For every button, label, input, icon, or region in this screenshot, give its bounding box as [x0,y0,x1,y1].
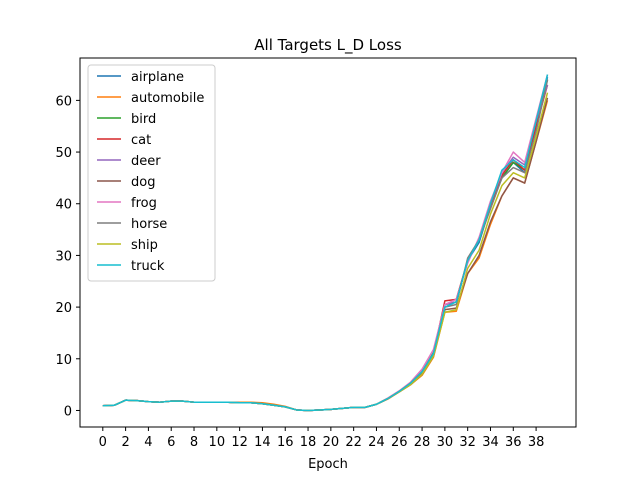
series-line-truck [102,74,549,412]
legend: airplane automobile bird cat deer dog frog hors… [87,64,216,282]
x-tick-label: 28 [414,435,431,450]
legend-label-frog: frog [131,196,157,211]
y-axis-ticks: 0 10 20 30 40 50 60 [55,94,80,419]
legend-label-ship: ship [131,238,158,253]
x-tick-label: 2 [121,435,129,450]
series-lines [102,74,549,412]
x-tick-label: 6 [167,435,175,450]
legend-label-cat: cat [131,133,151,148]
x-axis-label: Epoch [308,457,348,472]
x-tick-label: 38 [528,435,545,450]
x-tick-label: 36 [505,435,522,450]
legend-label-dog: dog [131,175,155,190]
x-tick-label: 16 [277,435,294,450]
legend-label-airplane: airplane [131,70,184,85]
y-tick-label: 50 [55,146,72,161]
x-tick-label: 24 [368,435,385,450]
y-tick-label: 0 [64,404,72,419]
x-tick-label: 18 [300,435,317,450]
y-tick-label: 10 [55,353,72,368]
x-tick-label: 0 [99,435,107,450]
legend-label-truck: truck [131,259,165,274]
x-tick-label: 10 [209,435,226,450]
x-tick-label: 32 [459,435,476,450]
legend-label-automobile: automobile [131,91,204,106]
x-tick-label: 34 [482,435,499,450]
legend-label-deer: deer [131,154,161,169]
x-tick-label: 12 [231,435,248,450]
y-tick-label: 40 [55,198,72,213]
x-tick-label: 22 [345,435,362,450]
x-axis-ticks: 0 2 4 6 8 10 12 14 16 18 20 22 24 26 28 30 32 34 36 38 [99,427,545,450]
legend-label-horse: horse [131,217,167,232]
y-tick-label: 20 [55,301,72,316]
x-tick-label: 26 [391,435,408,450]
x-tick-label: 8 [190,435,198,450]
legend-label-bird: bird [131,112,156,127]
y-tick-label: 60 [55,94,72,109]
x-tick-label: 4 [144,435,152,450]
x-tick-label: 20 [323,435,340,450]
chart-title: All Targets L_D Loss [254,36,402,55]
y-tick-label: 30 [55,249,72,264]
x-tick-label: 14 [254,435,271,450]
x-tick-label: 30 [437,435,454,450]
legend-box [87,64,216,282]
plot-frame [79,57,577,428]
